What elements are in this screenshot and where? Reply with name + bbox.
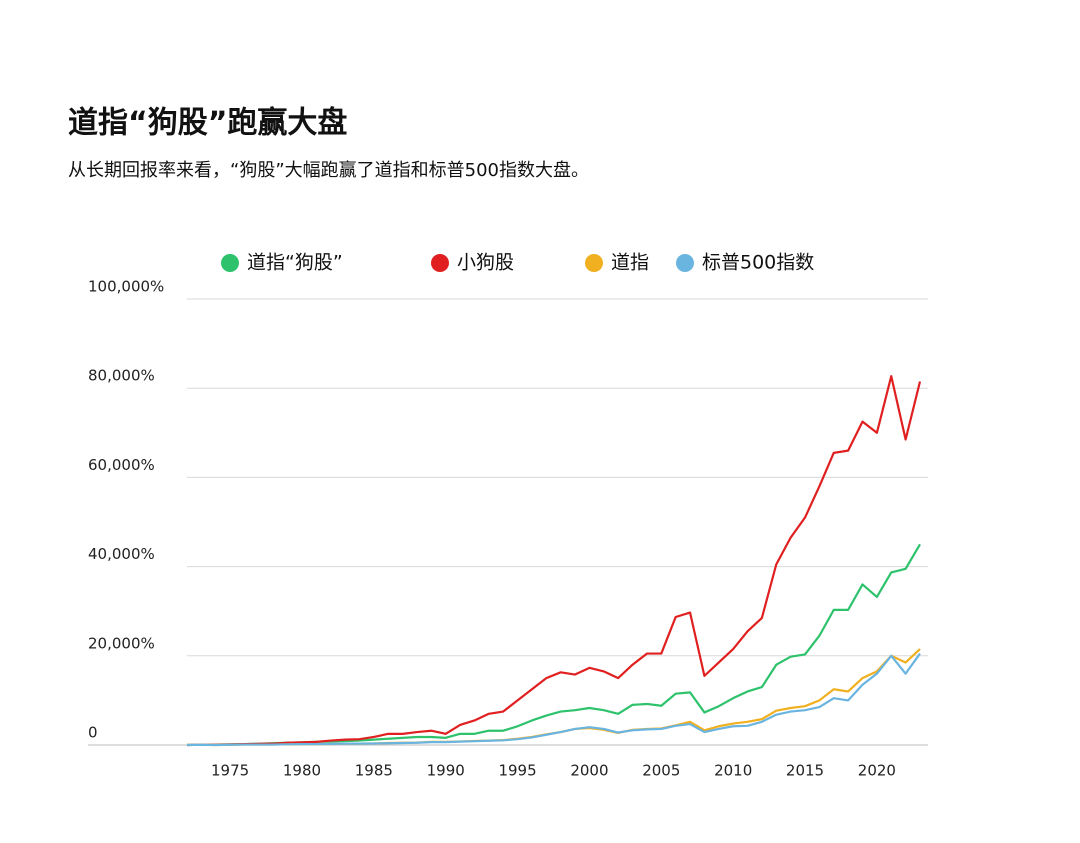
y-tick-label: 60,000% (88, 456, 155, 474)
series-line (186, 375, 922, 747)
legend-label: 小狗股 (457, 252, 514, 274)
series-line (186, 652, 921, 747)
chart-title: 道指“狗股”跑赢大盘 (68, 106, 347, 141)
x-tick-label: 1995 (498, 762, 536, 780)
x-tick-label: 1990 (427, 762, 465, 780)
legend-label: 道指 (611, 252, 649, 274)
series-line (186, 648, 921, 747)
y-tick-label: 80,000% (88, 367, 155, 385)
x-tick-label: 1975 (211, 762, 249, 780)
x-tick-label: 2010 (714, 762, 752, 780)
series-line (186, 543, 921, 747)
chart-subtitle: 从长期回报率来看，“狗股”大幅跑赢了道指和标普500指数大盘。 (68, 159, 589, 181)
x-tick-label: 1985 (355, 762, 393, 780)
x-tick-label: 2020 (858, 762, 896, 780)
legend-label: 道指“狗股” (247, 252, 343, 274)
x-tick-label: 2005 (642, 762, 680, 780)
x-tick-label: 2000 (570, 762, 608, 780)
legend-label: 标普500指数 (702, 252, 814, 274)
y-tick-label: 40,000% (88, 545, 155, 563)
legend-marker (585, 254, 603, 272)
legend-marker (431, 254, 449, 272)
y-tick-label: 100,000% (88, 278, 164, 296)
x-tick-label: 2015 (786, 762, 824, 780)
y-tick-label: 0 (88, 724, 98, 742)
legend-marker (676, 254, 694, 272)
legend-marker (221, 254, 239, 272)
x-tick-label: 1980 (283, 762, 321, 780)
y-tick-label: 20,000% (88, 634, 155, 652)
